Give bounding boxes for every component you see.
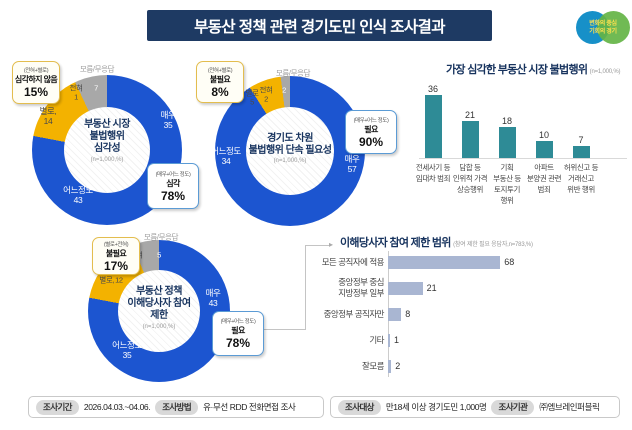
gyeonggi-logo: 변화의 중심 기회의 경기 <box>576 8 630 48</box>
footer-value-target: 만18세 이상 경기도민 1,000명 <box>385 402 487 412</box>
donut2-n-label: (n=1,000,%) <box>273 158 307 165</box>
hbar-value: 68 <box>504 257 515 267</box>
hbar-row: 중앙정부 중심 지방정부 일부 21 <box>318 275 618 301</box>
footer-value-method: 유·무선 RDD 전화면접 조사 <box>203 402 296 412</box>
hbar <box>388 333 390 347</box>
vbar <box>424 95 442 158</box>
donut2-hole <box>246 107 334 195</box>
vbar-value: 10 <box>538 129 549 140</box>
hbar-label: 모든 공직자에 적용 <box>321 256 385 267</box>
hbar-row: 잘모름 2 <box>318 353 618 379</box>
donut1-center: 부동산 시장 불법행위 심각성 (n=1,000,%) <box>59 119 155 163</box>
donut2-callout-necessary: (매우+어느 정도) 필요 90% <box>345 110 397 154</box>
hbar-label: 중앙정부 중심 지방정부 일부 <box>338 277 384 298</box>
hbar-row: 중앙정부 공직자만 8 <box>318 301 618 327</box>
vbar-column: 7 <box>561 135 601 158</box>
hbar <box>388 255 501 269</box>
vbar-column: 36 <box>413 84 453 158</box>
donut1-callout-serious: (매우+어느 정도) 심각 78% <box>147 163 199 209</box>
donut2-label-byeollo: 별로 5 <box>245 88 259 106</box>
hbar-value: 2 <box>395 361 401 371</box>
vbar-value: 36 <box>427 84 438 94</box>
donut3-label-maeu: 매우 43 <box>205 288 221 308</box>
donut2-title: 경기도 차원 불법행위 단속 필요성 <box>248 133 332 157</box>
vbar-column: 10 <box>524 129 564 158</box>
donut1-label-maeu: 매우 35 <box>160 110 176 130</box>
hbar <box>388 307 402 321</box>
vbar-column: 18 <box>487 115 527 158</box>
donut2-label-jeonhyeo: 전혀 2 <box>259 85 273 103</box>
vbar-chart-title: 가장 심각한 부동산 시장 불법행위 (n=1,000,%) <box>446 64 621 76</box>
hbar-row: 기타 1 <box>318 327 618 353</box>
hbar-label: 중앙정부 공직자만 <box>323 308 385 319</box>
footer-chip-period: 조사기간 <box>36 399 79 415</box>
donut1-value-moreum: 7 <box>94 83 98 93</box>
vbar-category: 담합 등 인위적 가격 상승행위 <box>452 163 488 194</box>
vbar-category: 전세사기 등 임대차 범죄 <box>415 163 451 183</box>
vbar-axis-line <box>419 158 627 159</box>
donut3-label-byeollo: 별로,12 <box>99 275 123 285</box>
hbar-value: 1 <box>394 335 400 345</box>
donut1-label-byeollo: 별로, 14 <box>39 106 57 126</box>
vbar-value: 21 <box>464 110 475 121</box>
vbar-category: 허위신고 등 거래신고 위반 행위 <box>563 163 599 194</box>
donut3-callout-necessary: (매우+어느 정도) 필요 78% <box>212 311 264 356</box>
donut1-label-jeonhyeo: 전혀 1 <box>69 83 83 101</box>
donut3-label-eoneujeongdo: 어느정도 35 <box>112 340 142 360</box>
logo-green-circle <box>597 11 630 44</box>
donut2-label-moreum: 모름/무응답 <box>275 68 311 78</box>
hbar-value: 21 <box>426 283 437 293</box>
donut2-callout-unnecessary: (전혀+별로) 불필요 8% <box>196 61 244 103</box>
donut3-hole <box>118 270 200 352</box>
donut3-n-label: (n=1,000,%) <box>142 323 176 330</box>
vbar-column: 21 <box>450 110 490 158</box>
donut2-label-eoneujeongdo: 어느정도 34 <box>211 146 241 166</box>
footer-chip-method: 조사방법 <box>155 399 199 415</box>
donut2-label-maeu: 매우 57 <box>344 154 360 174</box>
donut1-n-label: (n=1,000,%) <box>90 156 124 163</box>
logo-text: 변화의 중심 기회의 경기 <box>589 20 617 35</box>
hbar-value: 8 <box>405 309 411 319</box>
donut2-center: 경기도 차원 불법행위 단속 필요성 (n=1,000,%) <box>238 133 342 164</box>
hbar-row: 모든 공직자에 적용 68 <box>318 249 618 275</box>
hbar-label: 기타 <box>369 334 384 345</box>
connector-line <box>305 245 329 246</box>
donut3-label-moreum: 모름/무응답 <box>143 232 179 242</box>
connector-arrow-icon: ▸ <box>329 240 334 249</box>
donut2-value-moreum: 2 <box>282 85 286 95</box>
footer-chip-target: 조사대상 <box>338 399 381 415</box>
vbar-category: 기획 부동산 등 토지투기 행위 <box>493 163 521 205</box>
footer-survey-info-left: 조사기간 2026.04.03.~04.06. 조사방법 유·무선 RDD 전화… <box>28 396 324 418</box>
donut1-label-moreum: 모름/무응답 <box>79 64 115 74</box>
donut1-title: 부동산 시장 불법행위 심각성 <box>84 119 130 155</box>
donut3-title: 부동산 정책 이해당사자 참여 제한 <box>127 286 191 322</box>
vbar-value: 18 <box>501 115 512 126</box>
vbar <box>498 126 516 158</box>
page-title-text: 부동산 정책 관련 경기도민 인식 조사결과 <box>194 18 445 36</box>
vbar-value: 7 <box>578 134 584 145</box>
donut1-hole <box>64 107 150 193</box>
hbar-chart-title: 이해당사자 참여 제한 범위 (참여 제한 필요 응답자,n=783,%) <box>340 237 533 249</box>
vbar-category: 아파트 분양권 관련 범죄 <box>526 163 562 194</box>
hbar <box>388 281 423 295</box>
vbar <box>572 145 590 158</box>
donut3-value-moreum: 5 <box>157 250 161 260</box>
footer-value-period: 2026.04.03.~04.06. <box>83 402 151 412</box>
donut1-callout-not-serious: (전혀+별로) 심각하지 않음 15% <box>12 61 60 104</box>
connector-line <box>262 329 306 330</box>
footer-survey-info-right: 조사대상 만18세 이상 경기도민 1,000명 조사기관 ㈜엠브레인퍼블릭 <box>330 396 620 418</box>
hbar <box>388 359 392 373</box>
connector-line <box>305 245 306 330</box>
donut1-label-eoneujeongdo: 어느정도 43 <box>63 185 93 205</box>
donut3-center: 부동산 정책 이해당사자 참여 제한 (n=1,000,%) <box>109 286 209 330</box>
vbar <box>461 121 479 158</box>
footer-chip-agency: 조사기관 <box>491 399 535 415</box>
page-title: 부동산 정책 관련 경기도민 인식 조사결과 <box>147 10 492 41</box>
donut3-callout-unnecessary: (별로+전혀) 불필요 17% <box>92 237 140 275</box>
footer-value-agency: ㈜엠브레인퍼블릭 <box>539 402 600 412</box>
hbar-label: 잘모름 <box>362 360 384 371</box>
vbar <box>535 140 553 158</box>
